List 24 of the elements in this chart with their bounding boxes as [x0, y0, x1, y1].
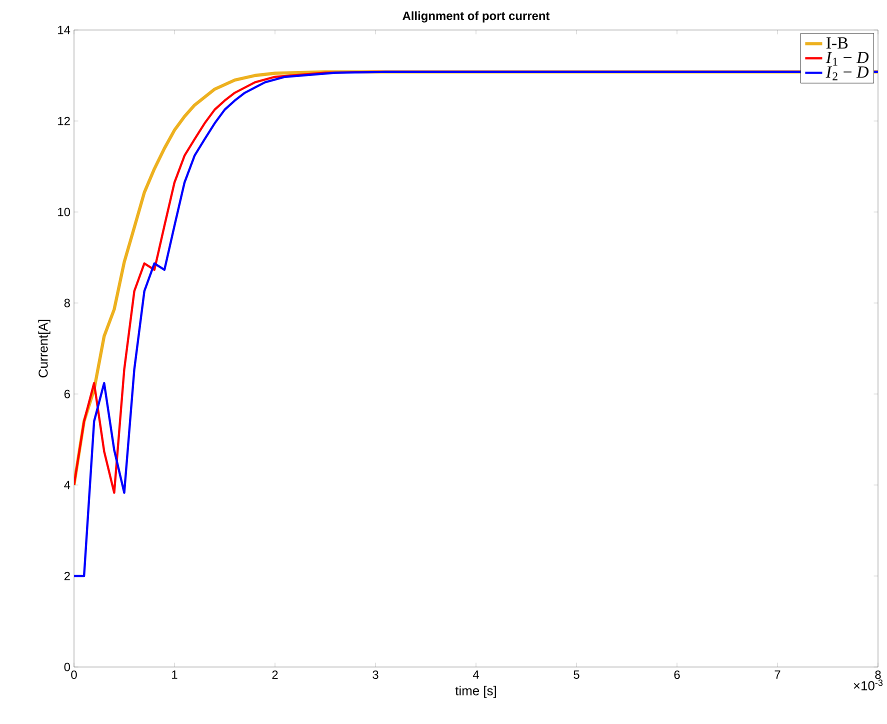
- x-tick-label: 8: [875, 670, 881, 679]
- chart-title: Allignment of port current: [402, 11, 550, 22]
- y-axis-title: Current[A]: [38, 320, 50, 378]
- text: ×10$^{-3}$: [854, 680, 883, 690]
- x-tick-label: 5: [574, 670, 580, 679]
- x-axis-title: time [s]: [455, 686, 496, 698]
- x-tick-label: 1: [172, 670, 178, 679]
- legend-label: I$_{2}$ − D: [826, 66, 869, 80]
- x-tick-label: 3: [372, 670, 378, 679]
- y-tick-label: 10: [58, 208, 70, 216]
- legend-label: I$_{1}$ − D: [826, 52, 869, 66]
- x-tick-label: 7: [774, 670, 780, 679]
- legend-label: I-B: [826, 37, 848, 49]
- y-tick-label: 8: [64, 298, 70, 308]
- y-tick-label: 12: [58, 116, 70, 126]
- y-tick-label: 6: [64, 390, 70, 398]
- y-tick-label: 0: [64, 662, 70, 672]
- x-tick-label: 0: [71, 670, 77, 679]
- y-tick-label: 4: [64, 480, 70, 490]
- x-tick-label: 2: [272, 670, 278, 679]
- y-tick-label: 14: [58, 26, 70, 34]
- x-tick-label: 4: [472, 670, 479, 679]
- x-tick-label: 6: [674, 670, 680, 679]
- y-tick-label: 2: [64, 572, 70, 580]
